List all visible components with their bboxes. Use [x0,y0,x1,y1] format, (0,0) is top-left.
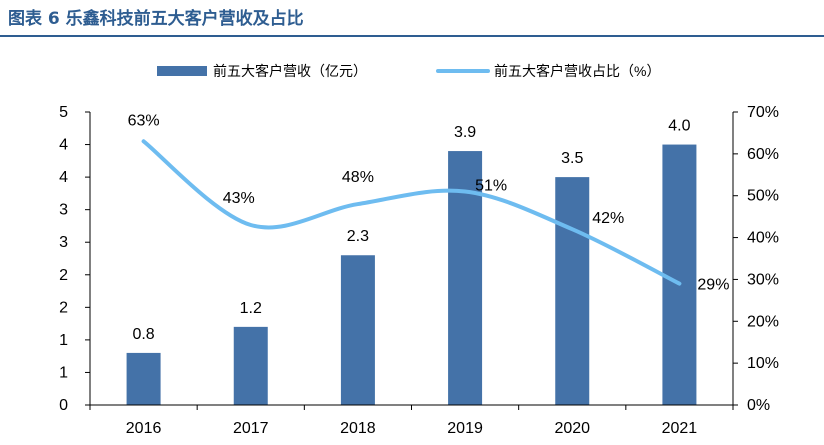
left-tick-label: 4 [59,137,68,154]
line-value-label: 29% [697,277,729,294]
x-tick-label: 2016 [126,420,162,437]
right-tick-label: 30% [747,271,779,288]
right-tick-label: 60% [747,146,779,163]
right-tick-label: 50% [747,188,779,205]
right-tick-label: 20% [747,313,779,330]
share-line [141,139,682,286]
bar-value-label: 3.9 [454,124,476,141]
right-tick-label: 0% [747,397,770,414]
bar [233,326,268,405]
right-tick-label: 10% [747,355,779,372]
bar-series [126,144,697,406]
bar [555,177,590,405]
legend-line-label: 前五大客户营收占比（%） [494,63,660,79]
left-tick-label: 3 [59,202,68,219]
x-tick-label: 2017 [233,420,269,437]
line-value-label: 42% [592,210,624,227]
left-tick-label: 2 [59,299,68,316]
left-tick-label: 5 [59,104,68,121]
bar-value-label: 4.0 [668,118,690,135]
bar-value-label: 2.3 [347,228,369,245]
bar-value-label: 0.8 [132,326,154,343]
bar-value-label: 1.2 [240,300,262,317]
bar-value-label: 3.5 [561,150,583,167]
bar [340,255,375,405]
line-value-label: 43% [223,190,255,207]
left-tick-label: 3 [59,234,68,251]
line-value-label: 48% [342,169,374,186]
left-tick-label: 1 [59,332,68,349]
bar [662,144,697,406]
left-tick-label: 4 [59,169,68,186]
left-tick-label: 0 [59,397,68,414]
x-tick-label: 2019 [447,420,483,437]
data-labels: 0.8 1.2 2.3 3.9 3.5 4.0 63% 43% 48% 51% 42% 29% [128,112,730,343]
left-tick-label: 2 [59,267,68,284]
bar [126,352,161,405]
line-value-label: 63% [128,112,160,129]
left-tick-label: 1 [59,364,68,381]
figure-title: 图表 6 乐鑫科技前五大客户营收及占比 [8,9,304,29]
right-axis: 0% 10% 20% 30% 40% 50% 60% 70% [732,104,779,414]
title-rule [0,35,824,37]
line-series [141,139,682,286]
legend-bar-swatch [157,66,207,76]
legend-bar-label: 前五大客户营收（亿元） [213,63,367,79]
left-axis: 0 1 1 2 2 3 3 4 4 5 [59,104,91,414]
right-tick-label: 40% [747,230,779,247]
x-tick-label: 2021 [662,420,698,437]
right-tick-label: 70% [747,104,779,121]
x-tick-label: 2020 [554,420,590,437]
x-axis: 2016 2017 2018 2019 2020 2021 [89,404,734,437]
legend: 前五大客户营收（亿元） 前五大客户营收占比（%） [157,63,660,79]
x-tick-label: 2018 [340,420,376,437]
line-value-label: 51% [475,178,507,195]
